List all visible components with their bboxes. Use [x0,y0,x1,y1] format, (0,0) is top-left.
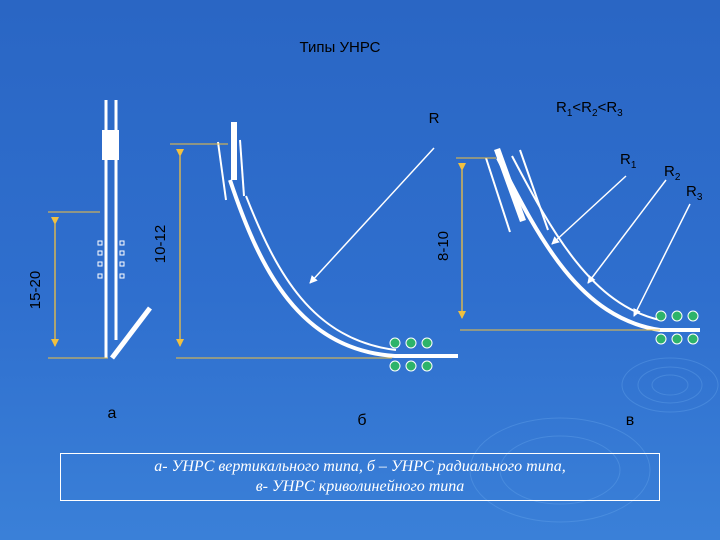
radius-r1-label: R1 [620,151,637,171]
curvilinear-radius-arrow-2 [587,179,667,284]
radial-mold-guide-right [239,139,245,197]
radial-mold-guide-left [217,141,227,201]
radius-r2-label: R2 [664,163,681,183]
panel-a-vertical: 15-20 а [27,100,152,422]
dimension-b-label: 10-12 [152,225,169,263]
radial-radius-arrow [309,147,435,284]
dimension-b: 10-12 [152,143,392,359]
radial-mold [231,122,237,180]
diagram-title: Типы УНРС [300,39,381,56]
caption-box: а- УНРС вертикального типа, б – УНРС рад… [60,453,660,501]
caption-line-1: а- УНРС вертикального типа, б – УНРС рад… [154,458,566,475]
panel-c-label: в [626,412,635,429]
curvilinear-radius-arrow-1 [551,175,627,245]
dimension-a: 15-20 [27,211,108,359]
dimension-a-label: 15-20 [27,271,44,309]
radial-strand-outer [228,179,458,358]
panel-c-curvilinear: R1<R2<R3 R1 R2 R3 8-10 в [435,99,703,429]
panel-a-label: а [108,405,117,422]
radial-rollers [389,337,433,372]
curvilinear-rollers [655,310,699,345]
ripple-decoration [469,357,719,523]
radial-radius-label: R [429,110,440,127]
radius-r3-label: R3 [686,183,703,203]
vertical-strand-bend [110,306,152,360]
vertical-rollers [97,240,125,279]
caption-line-2: в- УНРС криволинейного типа [255,478,465,495]
curvilinear-strand-outer [496,157,700,332]
curvilinear-mold-guide-2 [519,149,549,231]
panel-b-radial: R 10-12 б [152,110,458,429]
curvilinear-mold-guide-1 [485,157,511,233]
dimension-c: 8-10 [435,157,660,331]
dimension-c-label: 8-10 [435,231,452,261]
curvilinear-radius-arrow-3 [633,203,691,317]
radial-strand-inner [245,195,397,351]
panel-b-label: б [357,412,366,429]
radius-relation: R1<R2<R3 [556,99,623,119]
